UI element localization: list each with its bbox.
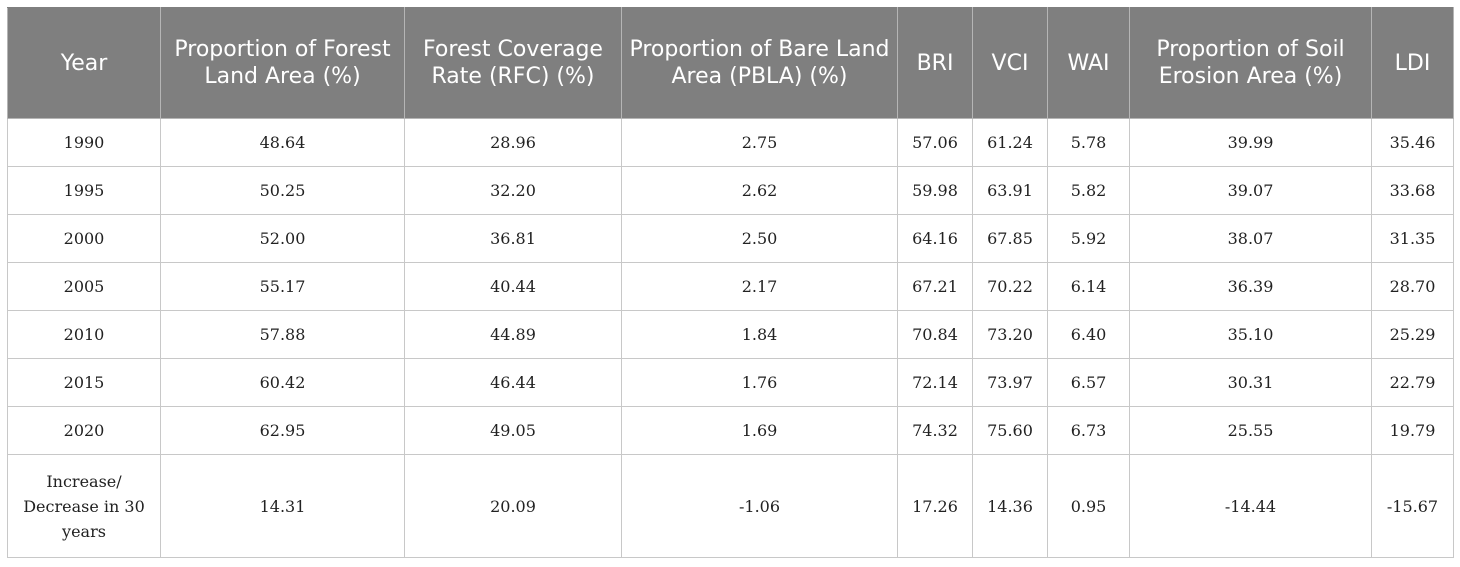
cell-vci: 14.36 — [972, 454, 1048, 558]
cell-ldi: 25.29 — [1371, 310, 1454, 359]
cell-bare-land-area: 1.84 — [621, 310, 898, 359]
cell-wai: 6.14 — [1047, 262, 1130, 311]
cell-forest-land-area: 48.64 — [160, 118, 405, 167]
cell-forest-land-area: 55.17 — [160, 262, 405, 311]
cell-bri: 57.06 — [897, 118, 973, 167]
table-row-summary: Increase/ Decrease in 30 years 14.31 20.… — [7, 454, 1454, 558]
cell-vci: 63.91 — [972, 166, 1048, 215]
cell-vci: 70.22 — [972, 262, 1048, 311]
cell-soil-erosion-area: 36.39 — [1129, 262, 1372, 311]
cell-vci: 61.24 — [972, 118, 1048, 167]
cell-soil-erosion-area: 39.07 — [1129, 166, 1372, 215]
cell-forest-coverage-rate: 36.81 — [404, 214, 622, 263]
cell-forest-coverage-rate: 49.05 — [404, 406, 622, 455]
cell-forest-land-area: 52.00 — [160, 214, 405, 263]
cell-vci: 75.60 — [972, 406, 1048, 455]
header-ldi: LDI — [1371, 7, 1454, 119]
cell-forest-land-area: 14.31 — [160, 454, 405, 558]
cell-ldi: 33.68 — [1371, 166, 1454, 215]
cell-ldi: -15.67 — [1371, 454, 1454, 558]
cell-ldi: 22.79 — [1371, 358, 1454, 407]
cell-vci: 73.20 — [972, 310, 1048, 359]
table-row: 2010 57.88 44.89 1.84 70.84 73.20 6.40 3… — [7, 310, 1454, 359]
cell-forest-coverage-rate: 44.89 — [404, 310, 622, 359]
header-year: Year — [7, 7, 161, 119]
cell-vci: 73.97 — [972, 358, 1048, 407]
cell-forest-coverage-rate: 32.20 — [404, 166, 622, 215]
cell-year: 1995 — [7, 166, 161, 215]
cell-bri: 74.32 — [897, 406, 973, 455]
cell-bare-land-area: 1.76 — [621, 358, 898, 407]
cell-bare-land-area: 2.17 — [621, 262, 898, 311]
table-header-row: Year Proportion of Forest Land Area (%) … — [7, 7, 1454, 119]
header-forest-coverage-rate: Forest Coverage Rate (RFC) (%) — [404, 7, 622, 119]
cell-year: 2010 — [7, 310, 161, 359]
cell-forest-coverage-rate: 28.96 — [404, 118, 622, 167]
cell-soil-erosion-area: -14.44 — [1129, 454, 1372, 558]
header-vci: VCI — [972, 7, 1048, 119]
cell-forest-land-area: 60.42 — [160, 358, 405, 407]
cell-soil-erosion-area: 38.07 — [1129, 214, 1372, 263]
table-row: 2020 62.95 49.05 1.69 74.32 75.60 6.73 2… — [7, 406, 1454, 455]
cell-wai: 5.78 — [1047, 118, 1130, 167]
header-bri: BRI — [897, 7, 973, 119]
cell-bri: 67.21 — [897, 262, 973, 311]
cell-bri: 17.26 — [897, 454, 973, 558]
table-row: 2000 52.00 36.81 2.50 64.16 67.85 5.92 3… — [7, 214, 1454, 263]
header-forest-land-area: Proportion of Forest Land Area (%) — [160, 7, 405, 119]
cell-ldi: 28.70 — [1371, 262, 1454, 311]
cell-forest-coverage-rate: 40.44 — [404, 262, 622, 311]
cell-soil-erosion-area: 30.31 — [1129, 358, 1372, 407]
cell-wai: 6.57 — [1047, 358, 1130, 407]
cell-ldi: 19.79 — [1371, 406, 1454, 455]
cell-soil-erosion-area: 35.10 — [1129, 310, 1372, 359]
cell-year: 2015 — [7, 358, 161, 407]
cell-forest-land-area: 62.95 — [160, 406, 405, 455]
cell-year: 2020 — [7, 406, 161, 455]
cell-ldi: 31.35 — [1371, 214, 1454, 263]
cell-bare-land-area: 2.75 — [621, 118, 898, 167]
cell-bri: 70.84 — [897, 310, 973, 359]
cell-bare-land-area: 2.50 — [621, 214, 898, 263]
cell-year: 1990 — [7, 118, 161, 167]
cell-vci: 67.85 — [972, 214, 1048, 263]
cell-bri: 72.14 — [897, 358, 973, 407]
land-degradation-table: Year Proportion of Forest Land Area (%) … — [7, 7, 1454, 558]
cell-forest-land-area: 50.25 — [160, 166, 405, 215]
cell-bare-land-area: 1.69 — [621, 406, 898, 455]
table-row: 2015 60.42 46.44 1.76 72.14 73.97 6.57 3… — [7, 358, 1454, 407]
cell-year: 2005 — [7, 262, 161, 311]
cell-forest-land-area: 57.88 — [160, 310, 405, 359]
cell-year: 2000 — [7, 214, 161, 263]
cell-wai: 5.92 — [1047, 214, 1130, 263]
table-row: 1990 48.64 28.96 2.75 57.06 61.24 5.78 3… — [7, 118, 1454, 167]
cell-forest-coverage-rate: 46.44 — [404, 358, 622, 407]
cell-wai: 0.95 — [1047, 454, 1130, 558]
cell-bri: 64.16 — [897, 214, 973, 263]
cell-soil-erosion-area: 25.55 — [1129, 406, 1372, 455]
cell-soil-erosion-area: 39.99 — [1129, 118, 1372, 167]
data-table-container: Year Proportion of Forest Land Area (%) … — [7, 7, 1454, 558]
cell-ldi: 35.46 — [1371, 118, 1454, 167]
header-soil-erosion-area: Proportion of Soil Erosion Area (%) — [1129, 7, 1372, 119]
header-bare-land-area: Proportion of Bare Land Area (PBLA) (%) — [621, 7, 898, 119]
table-row: 1995 50.25 32.20 2.62 59.98 63.91 5.82 3… — [7, 166, 1454, 215]
cell-wai: 6.40 — [1047, 310, 1130, 359]
cell-wai: 6.73 — [1047, 406, 1130, 455]
cell-bare-land-area: -1.06 — [621, 454, 898, 558]
cell-bare-land-area: 2.62 — [621, 166, 898, 215]
table-row: 2005 55.17 40.44 2.17 67.21 70.22 6.14 3… — [7, 262, 1454, 311]
header-wai: WAI — [1047, 7, 1130, 119]
cell-wai: 5.82 — [1047, 166, 1130, 215]
cell-bri: 59.98 — [897, 166, 973, 215]
cell-year: Increase/ Decrease in 30 years — [7, 454, 161, 558]
cell-forest-coverage-rate: 20.09 — [404, 454, 622, 558]
